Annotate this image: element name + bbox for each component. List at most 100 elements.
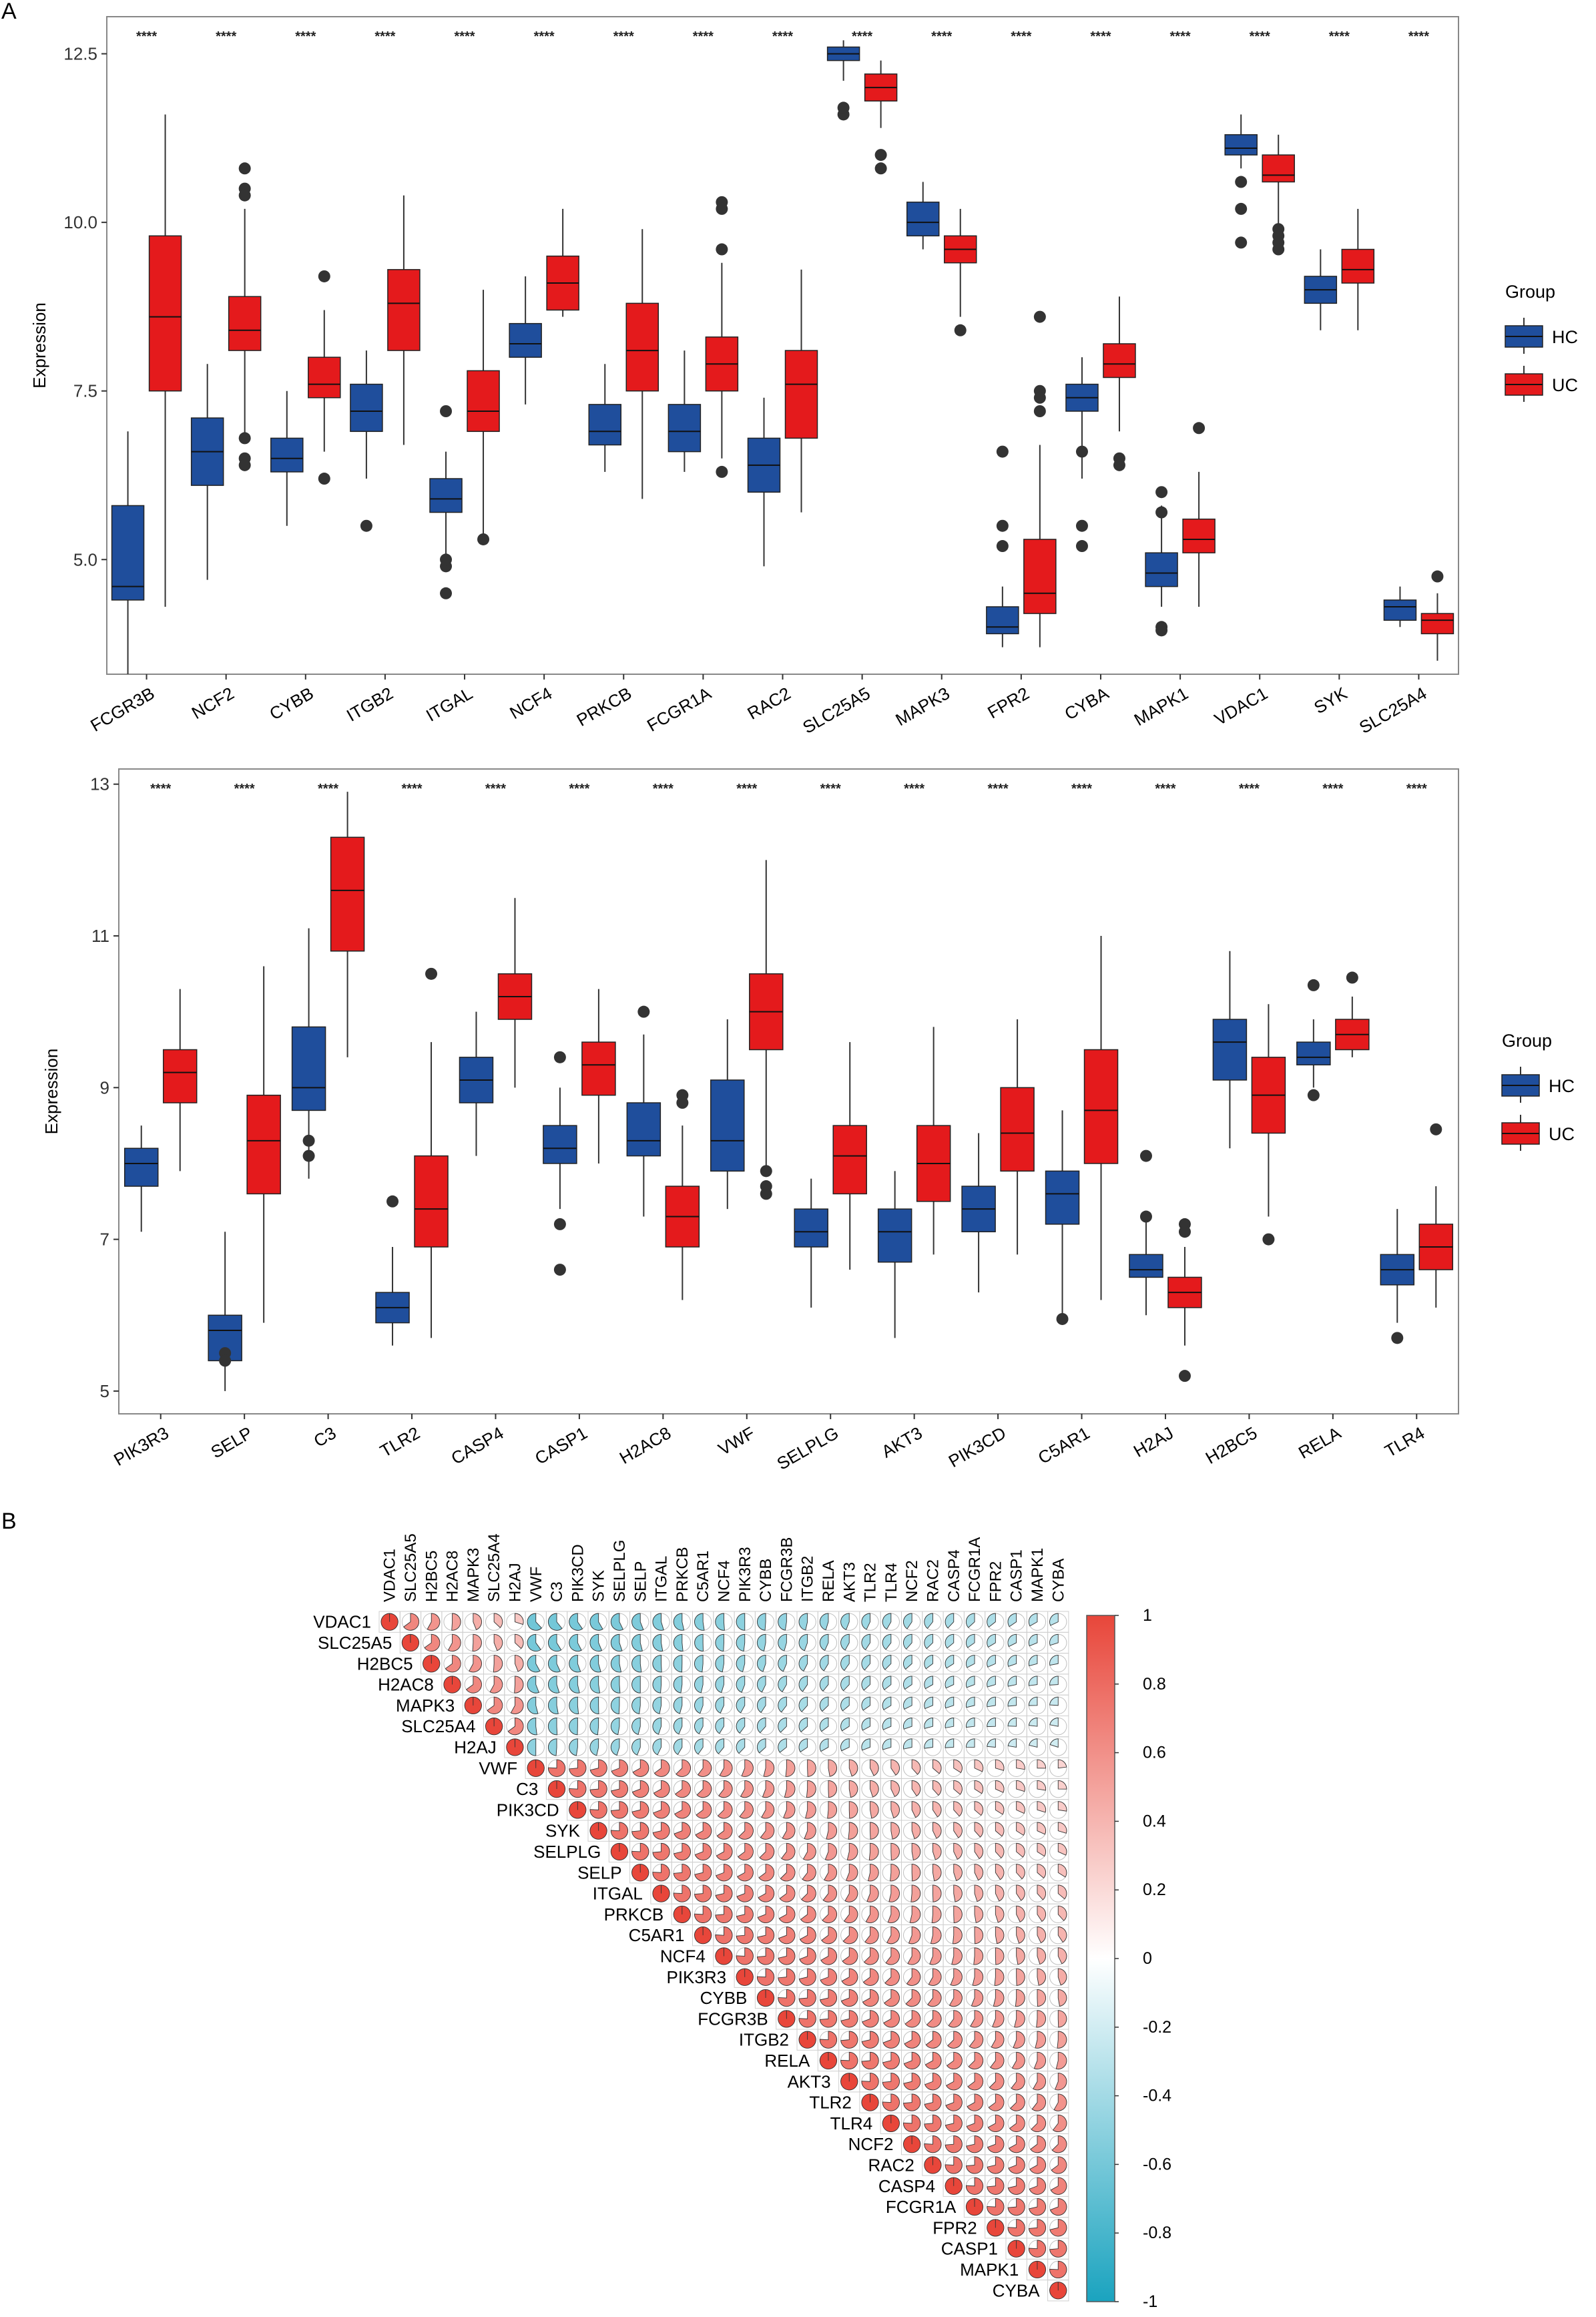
corr-pie: [945, 2156, 963, 2174]
outlier-point: [1033, 405, 1046, 417]
corr-pie: [946, 2051, 963, 2070]
corr-pie: [840, 2073, 858, 2091]
box-uc: [625, 302, 659, 392]
corr-pie: [741, 1759, 754, 1777]
corr-pie: [785, 1759, 796, 1777]
corr-row-label: FPR2: [933, 2218, 977, 2238]
corr-pie: [1057, 1759, 1067, 1769]
corr-pie: [840, 1718, 850, 1732]
corr-pie: [778, 1676, 787, 1693]
corr-pie: [805, 1801, 816, 1819]
significance-label: ****: [736, 782, 757, 796]
outlier-point: [553, 1218, 566, 1230]
corr-pie: [1037, 1884, 1047, 1900]
corr-pie: [1049, 1613, 1059, 1626]
box-hc: [626, 1102, 661, 1157]
corr-pie: [715, 1613, 725, 1631]
corr-row-label: VWF: [479, 1758, 517, 1778]
legend-title: Group: [1505, 282, 1555, 302]
corr-pie: [861, 2073, 879, 2091]
outlier-point: [386, 1195, 399, 1208]
outlier-point: [1033, 391, 1046, 404]
corr-pie: [589, 1759, 607, 1777]
corr-pie: [696, 1780, 712, 1798]
corr-pie: [972, 1968, 984, 1986]
corr-row-label: PIK3R3: [666, 1967, 726, 1987]
corr-pie: [652, 1884, 670, 1902]
corr-col-label: FCGR3B: [778, 1537, 796, 1602]
corr-row-label: ITGAL: [593, 1884, 643, 1904]
corr-pie: [464, 1696, 482, 1714]
corr-pie: [987, 1613, 996, 1628]
corr-pie: [717, 1801, 733, 1819]
corr-pie: [1035, 2031, 1047, 2049]
outlier-point: [760, 1165, 772, 1178]
y-tick-label: 10.0: [63, 212, 97, 232]
box-hc: [877, 1208, 912, 1263]
panel-label-b: B: [1, 1509, 17, 1534]
corr-pie: [862, 2010, 879, 2028]
corr-pie: [966, 2135, 984, 2153]
corr-pie: [673, 1696, 683, 1714]
corr-pie: [673, 1718, 683, 1735]
corr-pie: [1036, 2010, 1046, 2028]
corr-pie: [1049, 2282, 1067, 2300]
corr-pie: [1037, 1801, 1047, 1813]
corr-pie: [882, 1633, 892, 1650]
corr-pie: [968, 2051, 984, 2069]
outlier-point: [874, 149, 887, 162]
corr-pie: [589, 1718, 599, 1736]
corr-pie: [507, 1718, 524, 1736]
corr-pie: [778, 1718, 787, 1733]
corr-pie: [840, 2051, 858, 2070]
corr-pie: [840, 1989, 858, 2007]
corr-pie: [1029, 1738, 1038, 1748]
corr-col-label: CASP4: [945, 1549, 963, 1602]
panel-label-a: A: [1, 0, 17, 24]
corr-row-label: TLR2: [809, 2093, 852, 2113]
corr-row-label: SLC25A4: [401, 1716, 475, 1736]
corr-pie: [589, 1655, 601, 1673]
corr-pie: [673, 1655, 683, 1673]
corr-pie: [945, 2093, 963, 2111]
corr-pie: [987, 1633, 996, 1648]
corr-pie: [569, 1676, 580, 1694]
corr-pie: [826, 1822, 838, 1840]
corr-pie: [925, 2031, 942, 2049]
corr-pie: [987, 1655, 996, 1667]
corr-row-label: PIK3CD: [497, 1800, 559, 1820]
corr-pie: [882, 1613, 892, 1630]
corr-pie: [758, 1884, 775, 1902]
corr-pie: [840, 1696, 850, 1712]
box-uc: [1083, 1049, 1119, 1164]
corr-pie: [870, 1759, 879, 1776]
corr-pie: [945, 1613, 955, 1629]
corr-pie: [1057, 1905, 1067, 1921]
corr-pie: [967, 2093, 984, 2111]
corr-pie: [653, 1759, 670, 1777]
corr-pie: [1007, 1696, 1017, 1707]
corr-row-label: CYBB: [700, 1988, 748, 2008]
corr-pie: [715, 1947, 733, 1965]
colorbar-tick-label: -0.2: [1143, 2018, 1171, 2037]
corr-pie: [848, 1780, 858, 1798]
corr-pie: [819, 1696, 829, 1712]
corr-pie: [1016, 1926, 1025, 1944]
corr-pie: [995, 1864, 1005, 1880]
corr-pie: [547, 1676, 560, 1694]
corr-pie: [1016, 1864, 1025, 1880]
corr-pie: [1057, 1780, 1067, 1790]
corr-pie: [1051, 2135, 1067, 2153]
corr-pie: [757, 1926, 775, 1945]
corr-pie: [695, 1822, 712, 1840]
corr-col-label: RAC2: [924, 1559, 942, 1602]
corr-pie: [888, 1884, 900, 1902]
legend-label-uc: UC: [1552, 375, 1578, 395]
significance-label: ****: [374, 29, 395, 44]
corr-pie: [778, 1738, 787, 1753]
box-hc: [509, 322, 542, 358]
corr-pie: [1007, 2240, 1025, 2258]
corr-pie: [882, 2031, 900, 2049]
corr-pie: [842, 1947, 858, 1965]
